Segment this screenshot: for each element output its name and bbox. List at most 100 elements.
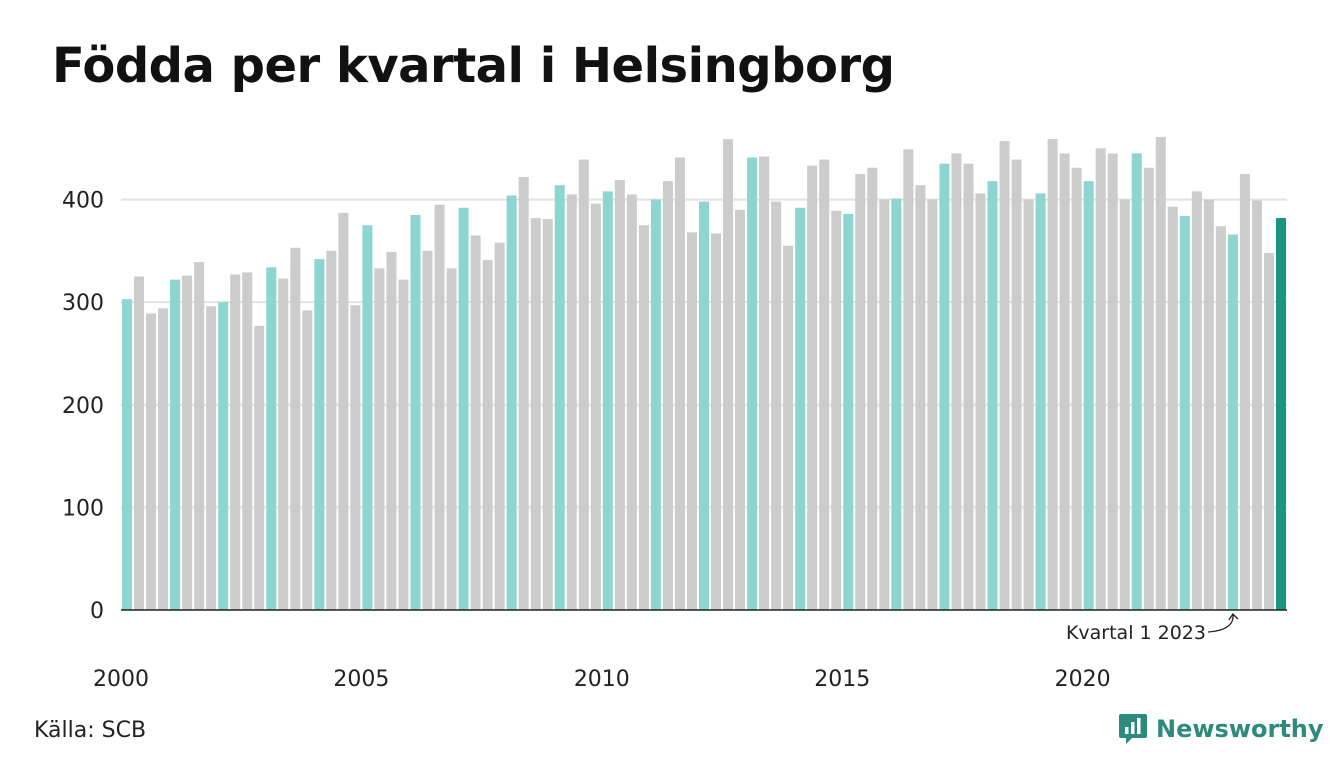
annotation: Kvartal 1 2023 — [1066, 612, 1239, 644]
bar-2012-Q2 — [711, 233, 722, 610]
brand-logo: Newsworthy — [1118, 712, 1324, 746]
bar-2022-Q4 — [1215, 226, 1226, 611]
annotation-label: Kvartal 1 2023 — [1066, 622, 1206, 644]
bar-2022-Q3 — [1203, 199, 1214, 610]
bar-2014-Q1 — [795, 207, 806, 610]
bar-2007-Q2 — [470, 235, 481, 610]
bar-2010-Q2 — [614, 180, 625, 610]
bar-2023-Q2 — [1239, 173, 1250, 611]
bar-2012-Q1 — [698, 201, 710, 611]
bar-2000-Q3 — [146, 313, 157, 610]
bar-2020-Q3 — [1107, 153, 1118, 611]
y-tick-label-300: 300 — [62, 291, 104, 316]
bar-2006-Q1 — [410, 214, 421, 610]
bar-2001-Q1 — [170, 279, 181, 610]
chart-logo-icon — [1119, 714, 1147, 744]
bar-2015-Q3 — [867, 167, 878, 610]
brand-name: Newsworthy — [1156, 715, 1324, 743]
bar-2021-Q4 — [1167, 206, 1178, 610]
bar-2006-Q4 — [446, 268, 457, 610]
bar-2014-Q3 — [819, 159, 830, 610]
bar-2003-Q3 — [290, 247, 301, 610]
bar-2019-Q4 — [1071, 167, 1082, 610]
bar-2001-Q3 — [194, 262, 205, 610]
bar-2001-Q2 — [182, 275, 193, 610]
bar-2007-Q4 — [494, 242, 505, 610]
y-tick-label-400: 400 — [62, 189, 104, 214]
bar-2004-Q2 — [326, 250, 337, 610]
bar-2003-Q4 — [302, 310, 313, 610]
y-axis-ticks: 0 100 200 300 400 — [62, 189, 104, 624]
bar-2022-Q1 — [1179, 215, 1190, 610]
bar-2023-Q3 — [1251, 200, 1262, 610]
bar-2023-Q1 — [1227, 234, 1238, 610]
bar-2008-Q4 — [542, 219, 553, 611]
bar-2016-Q1 — [891, 198, 902, 610]
bar-2014-Q4 — [831, 210, 842, 610]
bars — [122, 136, 1286, 611]
bar-2017-Q4 — [975, 193, 986, 610]
bar-2011-Q1 — [650, 199, 661, 610]
bar-2021-Q3 — [1155, 136, 1166, 610]
bar-2021-Q1 — [1131, 153, 1142, 611]
bar-2018-Q2 — [999, 141, 1010, 611]
bar-2015-Q4 — [879, 199, 890, 610]
bar-2004-Q4 — [350, 305, 361, 610]
x-tick-label-2020: 2020 — [1055, 667, 1111, 692]
bar-2003-Q1 — [266, 267, 277, 610]
bar-2019-Q3 — [1059, 153, 1070, 611]
bar-2013-Q3 — [771, 201, 782, 611]
bar-2015-Q1 — [843, 213, 854, 611]
bar-2012-Q3 — [723, 139, 734, 610]
bar-2000-Q1 — [122, 299, 133, 610]
bar-2002-Q3 — [242, 272, 253, 610]
bar-2005-Q2 — [374, 268, 385, 610]
bar-2011-Q4 — [686, 232, 697, 610]
bar-2002-Q1 — [218, 302, 229, 610]
bar-2010-Q1 — [602, 191, 613, 611]
annotation-arrow — [1207, 612, 1239, 633]
bar-2008-Q3 — [530, 218, 541, 610]
bar-2000-Q2 — [134, 276, 145, 610]
bar-2013-Q2 — [759, 156, 770, 611]
bar-2002-Q2 — [230, 274, 241, 610]
bar-2002-Q4 — [254, 325, 265, 610]
bar-2004-Q1 — [314, 259, 325, 610]
bar-2016-Q3 — [915, 185, 926, 610]
bar-2019-Q1 — [1035, 193, 1046, 610]
bar-2016-Q4 — [927, 199, 938, 610]
bar-2013-Q4 — [783, 245, 794, 610]
bar-2011-Q3 — [674, 157, 685, 610]
x-tick-label-2015: 2015 — [814, 667, 870, 692]
source-note: Källa: SCB — [34, 718, 147, 743]
bar-2022-Q2 — [1191, 191, 1202, 611]
bar-2018-Q3 — [1011, 159, 1022, 610]
bar-2009-Q2 — [566, 194, 577, 610]
y-tick-label-200: 200 — [62, 394, 104, 419]
y-tick-label-0: 0 — [90, 599, 104, 624]
bar-2017-Q2 — [951, 153, 962, 611]
bar-2017-Q3 — [963, 163, 974, 611]
bar-2023-Q4 — [1263, 252, 1274, 610]
bar-2018-Q4 — [1023, 199, 1034, 610]
bar-2009-Q3 — [578, 159, 589, 610]
bar-2011-Q2 — [662, 181, 673, 611]
x-tick-label-2000: 2000 — [93, 667, 149, 692]
bar-2019-Q2 — [1047, 139, 1058, 610]
bar-2020-Q4 — [1119, 199, 1130, 610]
bar-2018-Q1 — [987, 181, 998, 611]
bar-2005-Q4 — [398, 279, 409, 610]
bar-2010-Q3 — [626, 194, 637, 610]
bar-2008-Q2 — [518, 176, 529, 610]
bar-2020-Q2 — [1095, 148, 1106, 610]
bar-2012-Q4 — [735, 209, 746, 610]
bar-2007-Q1 — [458, 207, 469, 610]
bar-2006-Q3 — [434, 204, 445, 610]
bar-2005-Q1 — [362, 225, 373, 610]
bar-2008-Q1 — [506, 195, 517, 610]
bar-2009-Q1 — [554, 185, 565, 610]
bar-2009-Q4 — [590, 203, 601, 611]
bar-2004-Q3 — [338, 212, 349, 610]
bar-2021-Q2 — [1143, 167, 1154, 610]
